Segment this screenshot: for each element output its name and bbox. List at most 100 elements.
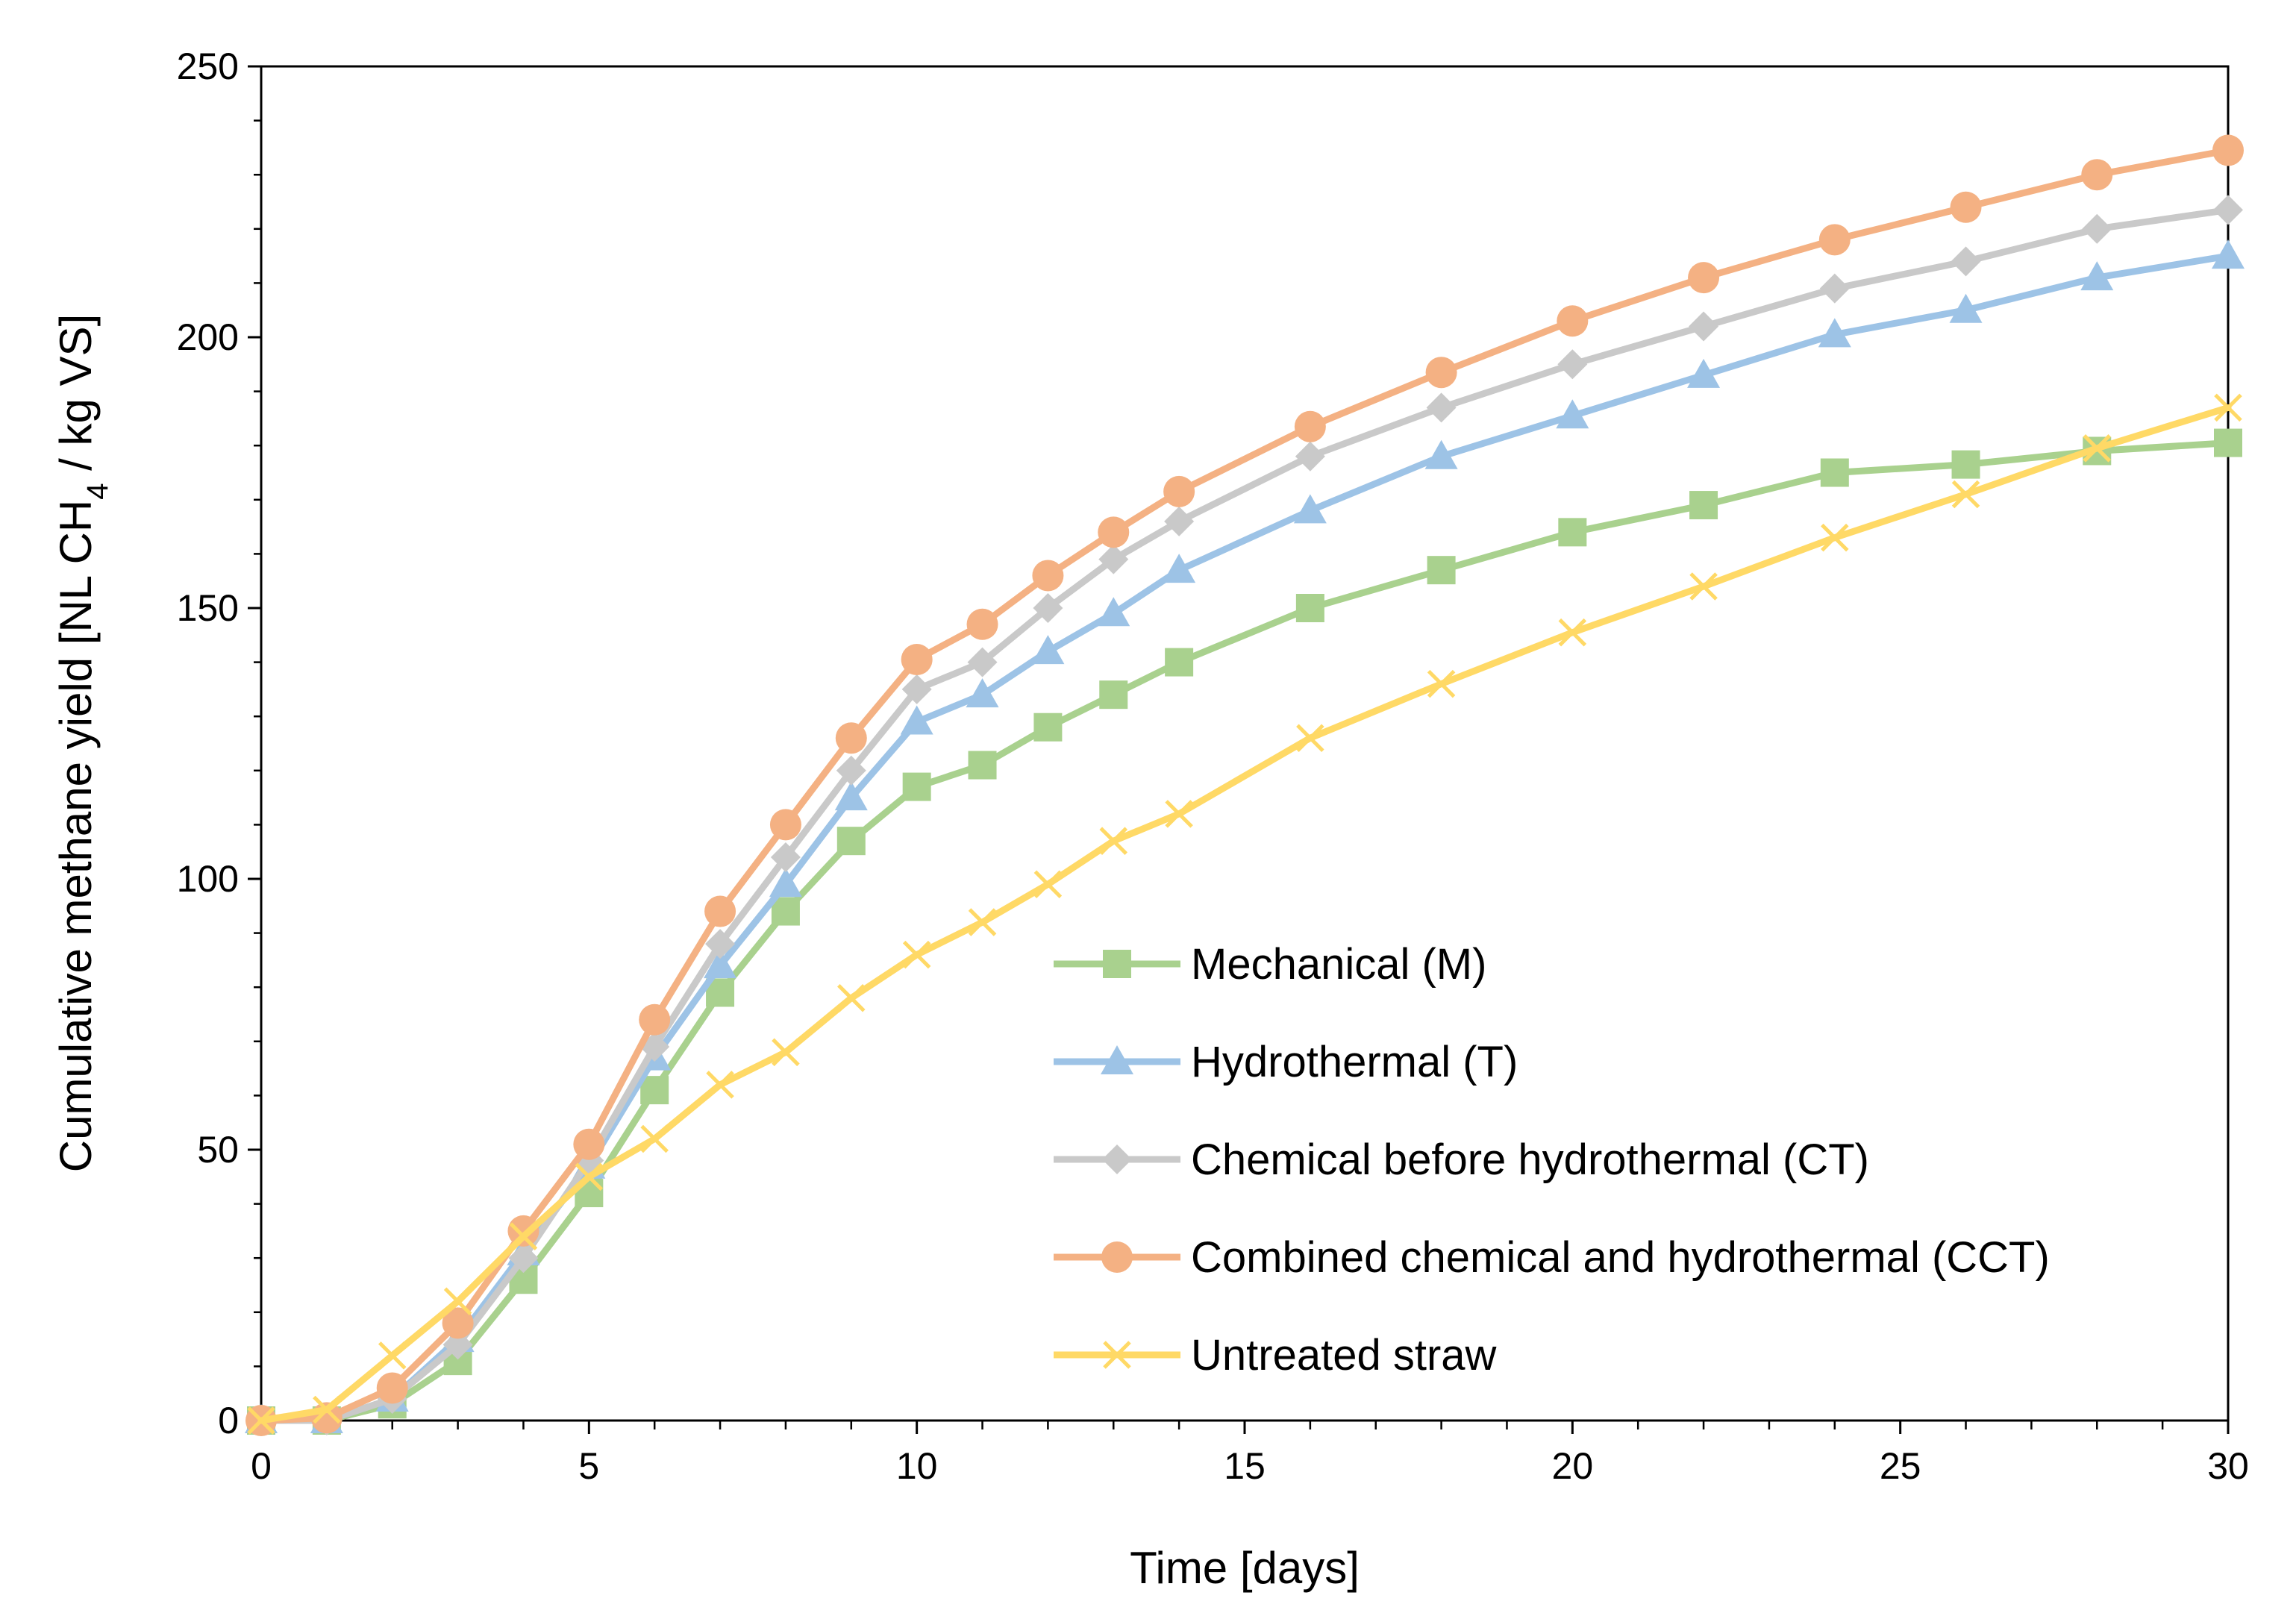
legend-item: Hydrothermal (T) [1054,1038,1518,1086]
data-point [1099,827,1128,855]
data-point [378,1341,407,1370]
data-point [1294,410,1326,442]
data-point [902,772,931,801]
data-point [443,1287,472,1316]
data-point [442,1330,473,1360]
data-point [834,781,868,811]
data-point [1098,516,1130,548]
data-point [705,929,736,959]
data-point [507,1215,539,1247]
legend-marker [1103,950,1131,978]
data-point [901,674,932,704]
data-point [639,1003,671,1036]
legend-item: Chemical before hydrothermal (CT) [1054,1136,1869,1184]
data-point [1557,349,1588,380]
data-point [772,1038,800,1067]
data-point [1033,870,1063,899]
data-point [1097,597,1130,627]
data-point [770,842,801,872]
y-tick-label: 50 [197,1129,239,1171]
data-point [1032,560,1064,592]
y-axis-title-subscript: 4 [81,483,114,500]
x-axis-ticks: 0 5 10 15 20 25 30 [251,1421,2249,1487]
data-point [2214,428,2242,457]
data-point [1098,544,1129,574]
data-point [2212,239,2245,269]
x-tick-label: 10 [896,1445,938,1487]
legend-item: Mechanical (M) [1054,940,1486,989]
data-point [1688,262,1720,294]
x-tick-label: 15 [1224,1445,1266,1487]
legend-item: Untreated straw [1054,1331,1498,1379]
data-point [442,1307,474,1339]
data-point [2080,261,2114,291]
y-axis-ticks: 0 50 100 150 200 250 [177,46,261,1441]
data-point [2082,213,2112,244]
data-point [1556,399,1589,429]
data-point [2081,159,2113,191]
data-point [1818,224,1851,256]
legend: Mechanical (M) Hydrothermal (T) Chemical b… [1054,940,2050,1379]
y-axis-title-suffix: / kg VS] [51,314,101,483]
data-point [1689,491,1718,520]
legend-label: Hydrothermal (T) [1191,1038,1518,1086]
series-3 [246,195,2243,1435]
x-tick-label: 0 [251,1445,272,1487]
data-point [1293,494,1327,524]
y-axis-title-prefix: Cumulative methane yield [NL CH [51,500,101,1173]
data-point [1689,311,1719,342]
data-point [1951,246,1981,277]
data-point [704,895,736,927]
legend-marker [1103,1341,1131,1369]
data-point [1558,518,1587,547]
data-point [836,755,866,786]
legend-marker [1102,1144,1132,1174]
x-tick-label: 25 [1880,1445,1921,1487]
data-point [966,678,999,708]
data-point [902,940,931,969]
data-point [837,983,866,1012]
legend-item: Combined chemical and hydrothermal (CCT) [1054,1233,2050,1282]
x-axis-title: Time [days] [1130,1543,1360,1593]
y-tick-label: 100 [177,858,239,900]
data-point [2214,393,2242,422]
data-point [1295,594,1324,622]
data-point [2213,195,2243,225]
data-point [1818,318,1851,348]
legend-marker [1101,1241,1133,1273]
data-point [1950,191,1982,223]
series-5 [247,393,2242,1435]
data-point [247,1406,275,1435]
data-point [573,1128,605,1160]
data-point [1424,439,1458,469]
data-point [376,1372,408,1404]
data-point [1427,669,1456,698]
data-point [901,643,933,675]
data-point [313,1395,341,1424]
data-point [575,1162,604,1191]
data-point [640,1076,669,1105]
data-point [1821,523,1849,552]
data-point [1951,450,1980,479]
data-point [1163,475,1195,507]
data-point [2083,434,2112,463]
data-point [1951,480,1980,509]
data-point [509,1222,538,1250]
data-point [1558,618,1587,647]
data-point [1427,556,1456,585]
legend-label: Combined chemical and hydrothermal (CCT) [1191,1233,2050,1282]
data-point [1033,713,1063,742]
x-tick-label: 20 [1552,1445,1594,1487]
data-point [2212,134,2244,166]
data-point [900,705,933,735]
data-point [1165,648,1194,677]
data-point [1163,554,1196,583]
x-tick-label: 5 [578,1445,599,1487]
data-point [769,868,802,898]
data-point [1295,441,1325,472]
data-point [1296,724,1324,753]
data-point [967,647,998,677]
data-point [706,1071,734,1099]
